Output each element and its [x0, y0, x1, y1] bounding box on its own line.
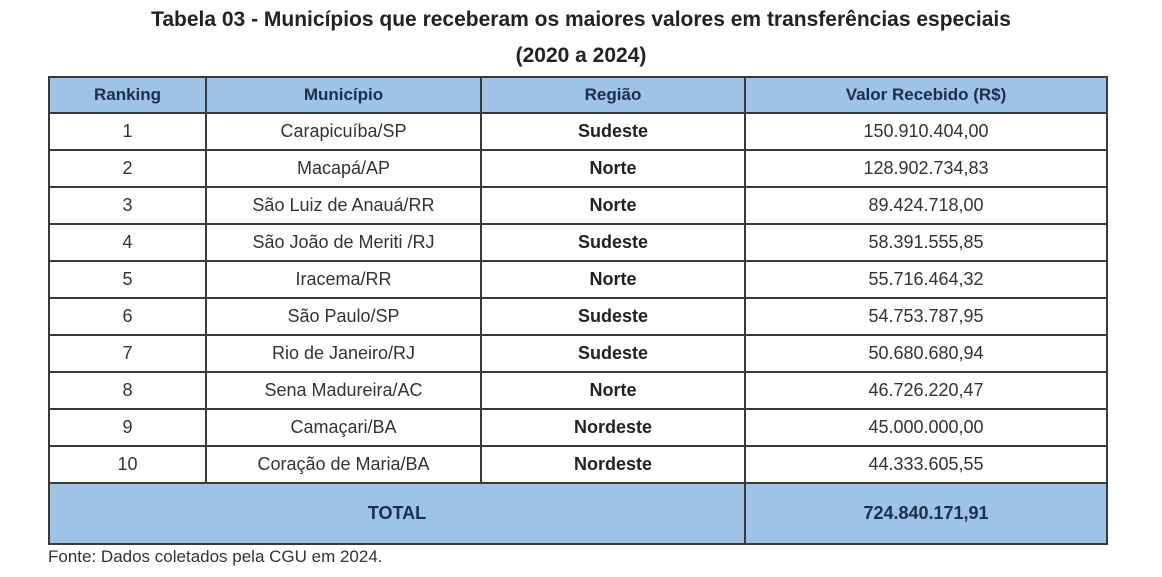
table-row: 5 Iracema/RR Norte 55.716.464,32: [48, 260, 1108, 299]
cell-ranking: 10: [48, 445, 207, 484]
source-note: Fonte: Dados coletados pela CGU em 2024.: [48, 547, 383, 566]
cell-regiao: Nordeste: [480, 445, 746, 484]
table-row: 9 Camaçari/BA Nordeste 45.000.000,00: [48, 408, 1108, 447]
cell-regiao: Nordeste: [480, 408, 746, 447]
cell-regiao: Sudeste: [480, 223, 746, 262]
cell-regiao: Norte: [480, 186, 746, 225]
cell-municipio: São Luiz de Anauá/RR: [205, 186, 482, 225]
table-title: Tabela 03 - Municípios que receberam os …: [151, 8, 1011, 31]
cell-ranking: 5: [48, 260, 207, 299]
cell-valor: 54.753.787,95: [744, 297, 1108, 336]
cell-regiao: Sudeste: [480, 334, 746, 373]
cell-regiao: Norte: [480, 371, 746, 410]
table-row: 8 Sena Madureira/AC Norte 46.726.220,47: [48, 371, 1108, 410]
cell-regiao: Norte: [480, 260, 746, 299]
cell-ranking: 9: [48, 408, 207, 447]
table-row: 7 Rio de Janeiro/RJ Sudeste 50.680.680,94: [48, 334, 1108, 373]
cell-municipio: Iracema/RR: [205, 260, 482, 299]
cell-ranking: 6: [48, 297, 207, 336]
cell-ranking: 7: [48, 334, 207, 373]
ranking-table: Ranking Município Região Valor Recebido …: [48, 76, 1108, 545]
table-row: 6 São Paulo/SP Sudeste 54.753.787,95: [48, 297, 1108, 336]
cell-valor: 128.902.734,83: [744, 149, 1108, 188]
cell-valor: 55.716.464,32: [744, 260, 1108, 299]
table-row: 4 São João de Meriti /RJ Sudeste 58.391.555…: [48, 223, 1108, 262]
table-row: 2 Macapá/AP Norte 128.902.734,83: [48, 149, 1108, 188]
cell-ranking: 8: [48, 371, 207, 410]
cell-municipio: São Paulo/SP: [205, 297, 482, 336]
header-valor: Valor Recebido (R$): [744, 76, 1108, 114]
header-regiao: Região: [480, 76, 746, 114]
cell-valor: 44.333.605,55: [744, 445, 1108, 484]
cell-valor: 45.000.000,00: [744, 408, 1108, 447]
header-row: Ranking Município Região Valor Recebido …: [48, 76, 1108, 114]
total-label: TOTAL: [48, 482, 746, 545]
total-value: 724.840.171,91: [744, 482, 1108, 545]
cell-municipio: Rio de Janeiro/RJ: [205, 334, 482, 373]
table-row: 1 Carapicuíba/SP Sudeste 150.910.404,00: [48, 112, 1108, 151]
cell-regiao: Sudeste: [480, 112, 746, 151]
cell-municipio: Carapicuíba/SP: [205, 112, 482, 151]
table-row: 3 São Luiz de Anauá/RR Norte 89.424.718,00: [48, 186, 1108, 225]
cell-regiao: Norte: [480, 149, 746, 188]
cell-valor: 50.680.680,94: [744, 334, 1108, 373]
table-subtitle: (2020 a 2024): [515, 44, 647, 67]
cell-municipio: Coração de Maria/BA: [205, 445, 482, 484]
cell-ranking: 3: [48, 186, 207, 225]
cell-valor: 89.424.718,00: [744, 186, 1108, 225]
cell-ranking: 2: [48, 149, 207, 188]
cell-regiao: Sudeste: [480, 297, 746, 336]
cell-valor: 46.726.220,47: [744, 371, 1108, 410]
cell-valor: 58.391.555,85: [744, 223, 1108, 262]
cell-municipio: São João de Meriti /RJ: [205, 223, 482, 262]
cell-valor: 150.910.404,00: [744, 112, 1108, 151]
cell-municipio: Macapá/AP: [205, 149, 482, 188]
header-municipio: Município: [205, 76, 482, 114]
header-ranking: Ranking: [48, 76, 207, 114]
table-row: 10 Coração de Maria/BA Nordeste 44.333.605,…: [48, 445, 1108, 484]
cell-municipio: Sena Madureira/AC: [205, 371, 482, 410]
cell-municipio: Camaçari/BA: [205, 408, 482, 447]
cell-ranking: 4: [48, 223, 207, 262]
total-row: TOTAL 724.840.171,91: [48, 482, 1108, 545]
cell-ranking: 1: [48, 112, 207, 151]
